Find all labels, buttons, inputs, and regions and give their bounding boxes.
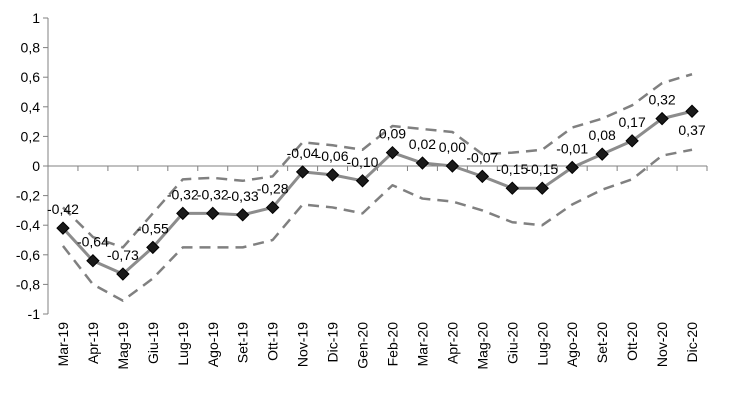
data-label: -0,55 <box>137 220 169 236</box>
y-tick-label: 0,2 <box>21 128 41 144</box>
y-tick-label: -1 <box>28 306 41 322</box>
x-tick-label: Lug-19 <box>175 322 191 366</box>
data-point-marker <box>355 174 370 188</box>
y-tick-label: 0 <box>32 158 40 174</box>
x-tick-label: Ott-19 <box>265 322 281 361</box>
x-tick-label: Giu-19 <box>145 322 161 364</box>
data-label: -0,32 <box>167 186 199 202</box>
data-point-marker <box>325 168 340 182</box>
band-line-1 <box>62 73 693 249</box>
data-point-marker <box>206 206 220 221</box>
x-tick-label: Ago-20 <box>564 322 580 367</box>
data-label-layer: -0,42-0,64-0,73-0,55-0,32-0,32-0,33-0,28… <box>47 92 706 263</box>
band-line-2 <box>61 148 693 302</box>
x-tick-label: Gen-20 <box>355 322 371 369</box>
data-label: 0,32 <box>648 92 675 108</box>
y-tick-label: 0,4 <box>21 99 41 115</box>
x-tick-label: Apr-20 <box>444 322 460 364</box>
y-tick-label: -0,8 <box>16 276 40 292</box>
data-label: 0,00 <box>439 139 466 155</box>
data-point-marker <box>445 159 460 173</box>
x-tick-label: Nov-20 <box>654 322 670 367</box>
data-label: -0,10 <box>347 154 379 170</box>
data-label: 0,02 <box>409 136 436 152</box>
data-point-marker <box>505 181 520 195</box>
x-tick-label: Mag-20 <box>474 322 490 370</box>
y-tick-label: 0,6 <box>21 69 41 85</box>
x-tick-label: Mar-19 <box>55 322 71 367</box>
data-point-marker <box>625 134 639 148</box>
data-label: 0,08 <box>589 127 616 143</box>
data-point-marker <box>565 160 579 175</box>
data-label: -0,15 <box>496 161 528 177</box>
data-point-marker <box>116 267 130 281</box>
data-label: 0,37 <box>678 122 705 138</box>
data-label: -0,33 <box>227 188 259 204</box>
data-point-marker <box>265 200 280 215</box>
data-point-marker <box>415 156 430 170</box>
x-tick-label: Ott-20 <box>624 322 640 361</box>
data-point-marker <box>385 145 400 160</box>
data-label: -0,73 <box>107 247 139 263</box>
data-point-marker <box>146 240 160 255</box>
data-label: -0,04 <box>287 145 319 161</box>
x-tick-label: Nov-19 <box>295 322 311 367</box>
data-point-marker <box>295 165 310 179</box>
data-point-marker <box>475 169 490 184</box>
y-tick-label: 0,8 <box>21 40 41 56</box>
x-tick-label: Mar-20 <box>414 322 430 367</box>
y-tick-label: -0,6 <box>16 247 40 263</box>
y-tick-label: -0,2 <box>16 188 40 204</box>
data-point-marker <box>56 221 70 235</box>
x-tick-label: Set-19 <box>235 322 251 363</box>
data-label: -0,42 <box>47 201 79 217</box>
data-label: 0,09 <box>379 126 406 142</box>
series-layer <box>56 73 699 302</box>
data-label: -0,07 <box>466 149 498 165</box>
y-tick-label: 1 <box>32 10 40 26</box>
data-label: -0,28 <box>257 180 289 196</box>
x-tick-label: Apr-19 <box>85 322 101 364</box>
data-point-marker <box>176 206 190 221</box>
y-axis: -1 -0,8 -0,6 -0,4 -0,2 0 0,2 0,4 0,6 0,8 1 <box>16 10 49 322</box>
data-point-marker <box>685 104 699 118</box>
data-point-marker <box>595 147 609 161</box>
y-tick-label: -0,4 <box>16 217 40 233</box>
data-label: 0,17 <box>618 114 645 130</box>
data-label: -0,64 <box>77 234 109 250</box>
data-point-marker <box>235 208 250 222</box>
data-label: -0,01 <box>556 140 588 156</box>
x-axis: Mar-19 Apr-19 Mag-19 Giu-19 Lug-19 Ago-19 Set-… <box>47 165 708 370</box>
x-tick-label: Feb-20 <box>384 322 400 367</box>
data-label: -0,15 <box>526 161 558 177</box>
data-point-marker <box>655 111 669 126</box>
x-tick-label: Dic-19 <box>325 322 341 363</box>
x-tick-label: Giu-20 <box>504 322 520 364</box>
data-label: -0,06 <box>317 148 349 164</box>
x-tick-label: Ago-19 <box>205 322 221 367</box>
x-tick-label: Mag-19 <box>115 322 131 370</box>
x-tick-label: Lug-20 <box>534 322 550 366</box>
x-tick-label: Set-20 <box>594 322 610 363</box>
data-label: -0,32 <box>197 186 229 202</box>
data-point-marker <box>535 181 549 195</box>
data-point-marker <box>86 254 100 268</box>
x-tick-label: Dic-20 <box>684 322 700 363</box>
main-series-line <box>61 109 693 276</box>
